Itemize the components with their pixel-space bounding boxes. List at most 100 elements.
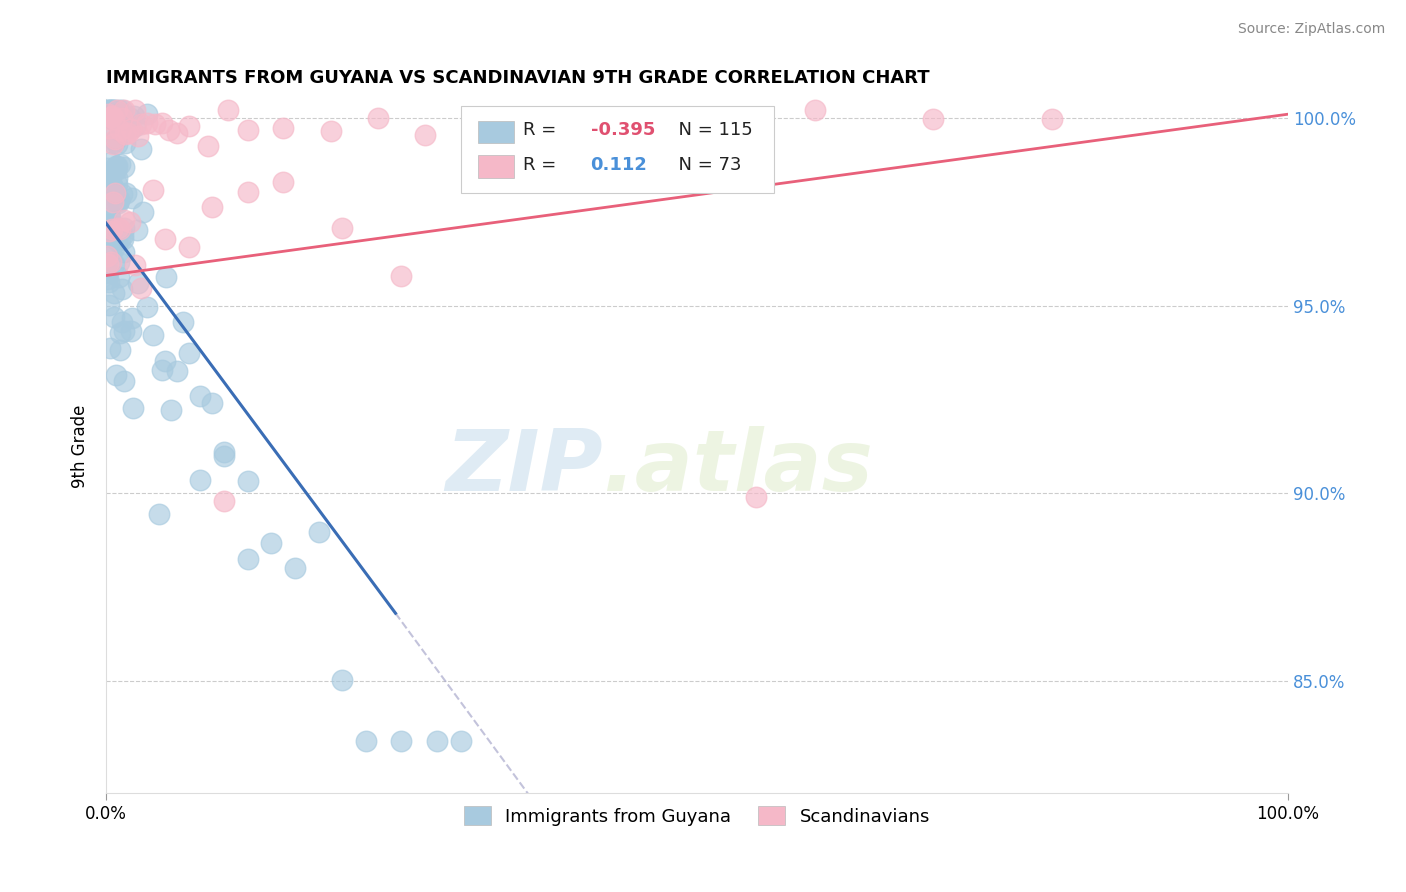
- Point: [125, 223, 148, 237]
- Point: [177, 119, 200, 133]
- Point: [105, 137, 128, 152]
- Text: -0.395: -0.395: [591, 121, 655, 139]
- Text: N = 73: N = 73: [668, 156, 742, 174]
- Point: [121, 191, 143, 205]
- Point: [104, 132, 127, 146]
- Point: [100, 181, 122, 195]
- Point: [108, 232, 131, 246]
- Point: [112, 103, 135, 118]
- Point: [105, 230, 128, 244]
- Point: [101, 110, 124, 124]
- Point: [108, 103, 131, 118]
- Point: [190, 389, 212, 403]
- Point: [107, 194, 129, 208]
- Point: [172, 315, 194, 329]
- Point: [271, 175, 294, 189]
- Point: [319, 123, 342, 137]
- Point: [150, 362, 173, 376]
- Point: [100, 168, 122, 182]
- Bar: [478, 120, 513, 143]
- Text: IMMIGRANTS FROM GUYANA VS SCANDINAVIAN 9TH GRADE CORRELATION CHART: IMMIGRANTS FROM GUYANA VS SCANDINAVIAN 9…: [105, 69, 929, 87]
- Point: [212, 493, 235, 508]
- Point: [136, 300, 159, 314]
- Text: .atlas: .atlas: [602, 425, 873, 508]
- Point: [107, 103, 129, 118]
- Point: [101, 103, 124, 118]
- Point: [104, 103, 127, 118]
- Point: [124, 109, 146, 123]
- Point: [131, 142, 153, 156]
- Point: [100, 189, 122, 203]
- Point: [98, 224, 121, 238]
- Point: [124, 119, 146, 133]
- Point: [120, 325, 142, 339]
- Point: [104, 133, 127, 147]
- Point: [236, 185, 259, 199]
- Point: [111, 227, 134, 242]
- Point: [108, 326, 131, 341]
- Point: [108, 105, 131, 120]
- Point: [108, 255, 131, 269]
- Point: [112, 244, 135, 259]
- Point: [367, 112, 389, 126]
- Point: [166, 364, 188, 378]
- Point: [110, 281, 132, 295]
- Point: [96, 103, 118, 118]
- Text: ZIP: ZIP: [444, 425, 602, 508]
- Point: [121, 310, 143, 325]
- Point: [100, 184, 122, 198]
- Point: [100, 154, 122, 169]
- Point: [98, 121, 121, 136]
- Point: [136, 115, 159, 129]
- Point: [98, 341, 121, 355]
- Point: [101, 222, 124, 236]
- Point: [804, 103, 827, 118]
- Point: [96, 161, 118, 176]
- Point: [308, 524, 330, 539]
- Text: N = 115: N = 115: [668, 121, 754, 139]
- Point: [101, 218, 124, 232]
- Point: [97, 107, 120, 121]
- Point: [114, 127, 136, 141]
- Point: [143, 116, 166, 130]
- Point: [166, 126, 188, 140]
- Point: [127, 129, 149, 144]
- Point: [118, 215, 141, 229]
- Point: [236, 123, 259, 137]
- Point: [97, 298, 120, 312]
- Point: [103, 257, 125, 271]
- Point: [101, 136, 124, 151]
- Point: [105, 234, 128, 248]
- Point: [155, 269, 177, 284]
- Point: [190, 473, 212, 487]
- Y-axis label: 9th Grade: 9th Grade: [72, 405, 89, 488]
- Point: [745, 490, 768, 504]
- Point: [110, 112, 132, 126]
- Point: [426, 734, 449, 748]
- Point: [96, 112, 118, 127]
- Point: [105, 193, 128, 207]
- Point: [461, 132, 484, 146]
- Point: [101, 195, 124, 210]
- Point: [98, 103, 121, 118]
- Bar: [478, 155, 513, 178]
- Point: [112, 221, 135, 235]
- Point: [284, 561, 307, 575]
- Point: [104, 159, 127, 173]
- Point: [104, 186, 127, 200]
- Point: [271, 120, 294, 135]
- Point: [100, 246, 122, 260]
- Point: [131, 281, 153, 295]
- Point: [97, 257, 120, 271]
- Point: [153, 354, 176, 368]
- Point: [107, 194, 129, 208]
- Point: [98, 103, 121, 118]
- Point: [111, 186, 134, 201]
- Point: [103, 112, 125, 126]
- Point: [212, 449, 235, 463]
- Point: [142, 183, 165, 197]
- Point: [197, 138, 219, 153]
- Point: [509, 110, 531, 124]
- Point: [117, 126, 139, 140]
- Point: [212, 444, 235, 458]
